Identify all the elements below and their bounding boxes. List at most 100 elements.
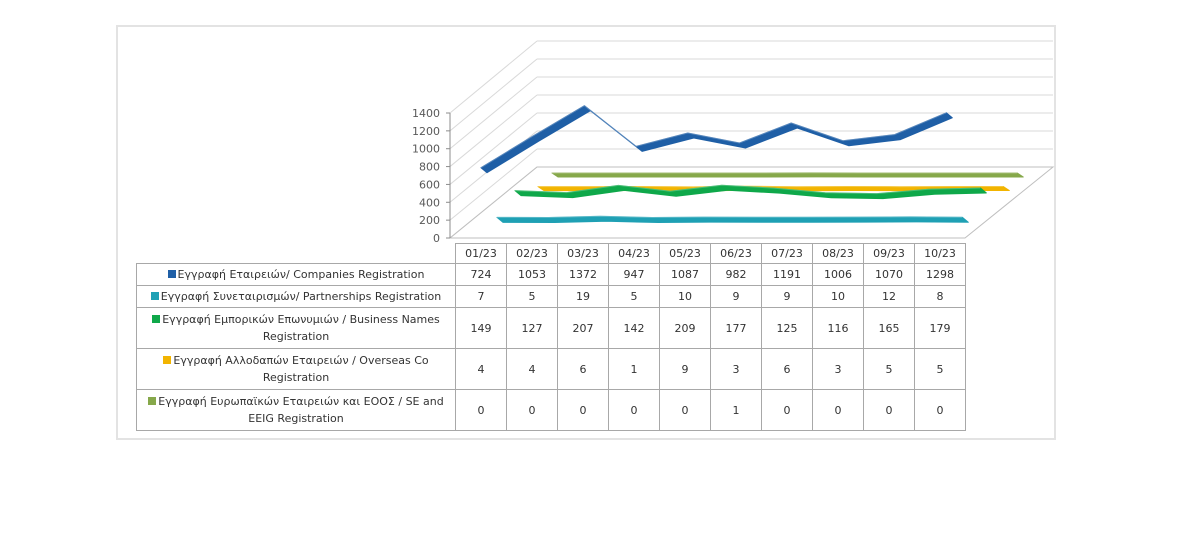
data-label: 1053 <box>506 263 558 286</box>
legend-entry: Εγγραφή Αλλοδαπών Εταιρειών / Overseas C… <box>136 348 456 390</box>
series-line <box>514 184 981 195</box>
data-label: 8 <box>914 285 966 308</box>
data-label: 3 <box>812 348 864 390</box>
data-label: 209 <box>659 307 711 349</box>
gridlines <box>448 40 1055 239</box>
data-label: 4 <box>506 348 558 390</box>
table-header-row: 01/23 02/23 03/23 04/23 05/23 06/23 07/23 08/23… <box>136 243 966 264</box>
y-axis: 0 200 400 600 800 1000 1200 1400 <box>412 107 451 245</box>
legend-swatch <box>148 397 157 405</box>
x-tick-label: 10/23 <box>914 243 966 264</box>
data-label: 5 <box>506 285 558 308</box>
y-tick-label: 1400 <box>412 107 440 120</box>
x-tick-label: 04/23 <box>608 243 660 264</box>
data-label: 116 <box>812 307 864 349</box>
data-label: 0 <box>812 389 864 431</box>
x-tick-label: 07/23 <box>761 243 813 264</box>
data-label: 9 <box>659 348 711 390</box>
y-tick-label: 1000 <box>412 143 440 156</box>
table-row: Εγγραφή Εταιρειών/ Companies Registratio… <box>136 263 966 286</box>
data-label: 982 <box>710 263 762 286</box>
gridline-side <box>449 58 538 132</box>
data-label: 12 <box>863 285 915 308</box>
y-tick-label: 0 <box>433 232 440 245</box>
data-label: 0 <box>914 389 966 431</box>
data-label: 7 <box>455 285 507 308</box>
y-tick-label: 600 <box>419 178 440 191</box>
legend-entry: Εγγραφή Εμπορικών Επωνυμιών / Business N… <box>136 307 456 349</box>
data-label: 4 <box>455 348 507 390</box>
data-label: 142 <box>608 307 660 349</box>
table-row: Εγγραφή Συνεταιρισμών/ Partnerships Regi… <box>136 285 966 308</box>
data-label: 10 <box>812 285 864 308</box>
x-tick-label: 06/23 <box>710 243 762 264</box>
series-ribbon <box>496 215 969 224</box>
data-label: 1372 <box>557 263 609 286</box>
gridline-side <box>449 148 538 221</box>
legend-entry: Εγγραφή Εταιρειών/ Companies Registratio… <box>136 263 456 286</box>
x-tick-label: 01/23 <box>455 243 507 264</box>
series-line <box>480 105 947 169</box>
data-label: 0 <box>659 389 711 431</box>
data-label: 0 <box>455 389 507 431</box>
data-label: 127 <box>506 307 558 349</box>
y-tick-label: 200 <box>419 214 440 227</box>
data-label: 1070 <box>863 263 915 286</box>
table-row: Εγγραφή Ευρωπαϊκών Εταιρειών και ΕΟΟΣ / … <box>136 389 966 431</box>
series-ribbon <box>480 105 953 174</box>
legend-swatch <box>152 315 161 323</box>
x-tick-label: 05/23 <box>659 243 711 264</box>
data-label: 6 <box>557 348 609 390</box>
data-label: 724 <box>455 263 507 286</box>
data-label: 1191 <box>761 263 813 286</box>
data-label: 1 <box>710 389 762 431</box>
data-label: 5 <box>608 285 660 308</box>
table-corner <box>136 243 456 264</box>
data-label: 165 <box>863 307 915 349</box>
data-table: 01/23 02/23 03/23 04/23 05/23 06/23 07/23 08/23… <box>136 243 966 431</box>
data-label: 179 <box>914 307 966 349</box>
legend-swatch <box>163 356 172 364</box>
data-label: 19 <box>557 285 609 308</box>
gridline-side <box>449 40 538 114</box>
gridline-side <box>449 76 538 150</box>
data-label: 5 <box>914 348 966 390</box>
legend-entry: Εγγραφή Συνεταιρισμών/ Partnerships Regi… <box>136 285 456 308</box>
data-label: 9 <box>710 285 762 308</box>
gridline-side <box>449 94 538 167</box>
data-label: 947 <box>608 263 660 286</box>
data-label: 207 <box>557 307 609 349</box>
data-label: 125 <box>761 307 813 349</box>
data-label: 10 <box>659 285 711 308</box>
data-label: 1 <box>608 348 660 390</box>
series-line <box>496 215 963 219</box>
series-ribbons <box>480 105 1024 224</box>
x-tick-label: 09/23 <box>863 243 915 264</box>
data-label: 5 <box>863 348 915 390</box>
data-label: 1087 <box>659 263 711 286</box>
data-label: 149 <box>455 307 507 349</box>
legend-label: Εγγραφή Αλλοδαπών Εταιρειών / Overseas C… <box>173 354 429 384</box>
legend-label: Εγγραφή Ευρωπαϊκών Εταιρειών και ΕΟΟΣ / … <box>158 395 444 425</box>
chart-floor <box>448 166 1055 239</box>
data-label: 6 <box>761 348 813 390</box>
series-ribbon <box>551 172 1024 178</box>
data-label: 3 <box>710 348 762 390</box>
x-tick-label: 03/23 <box>557 243 609 264</box>
data-label: 0 <box>557 389 609 431</box>
y-tick-label: 400 <box>419 196 440 209</box>
data-label: 0 <box>863 389 915 431</box>
data-label: 0 <box>608 389 660 431</box>
y-tick-label: 1200 <box>412 125 440 138</box>
gridline-side <box>449 112 538 185</box>
data-label: 1006 <box>812 263 864 286</box>
legend-label: Εγγραφή Συνεταιρισμών/ Partnerships Regi… <box>160 290 442 303</box>
legend-label: Εγγραφή Εταιρειών/ Companies Registratio… <box>177 268 425 281</box>
legend-swatch <box>167 270 176 278</box>
y-tick-label: 800 <box>419 161 440 174</box>
x-tick-label: 08/23 <box>812 243 864 264</box>
data-label: 0 <box>761 389 813 431</box>
data-label: 0 <box>506 389 558 431</box>
table-row: Εγγραφή Αλλοδαπών Εταιρειών / Overseas C… <box>136 348 966 390</box>
